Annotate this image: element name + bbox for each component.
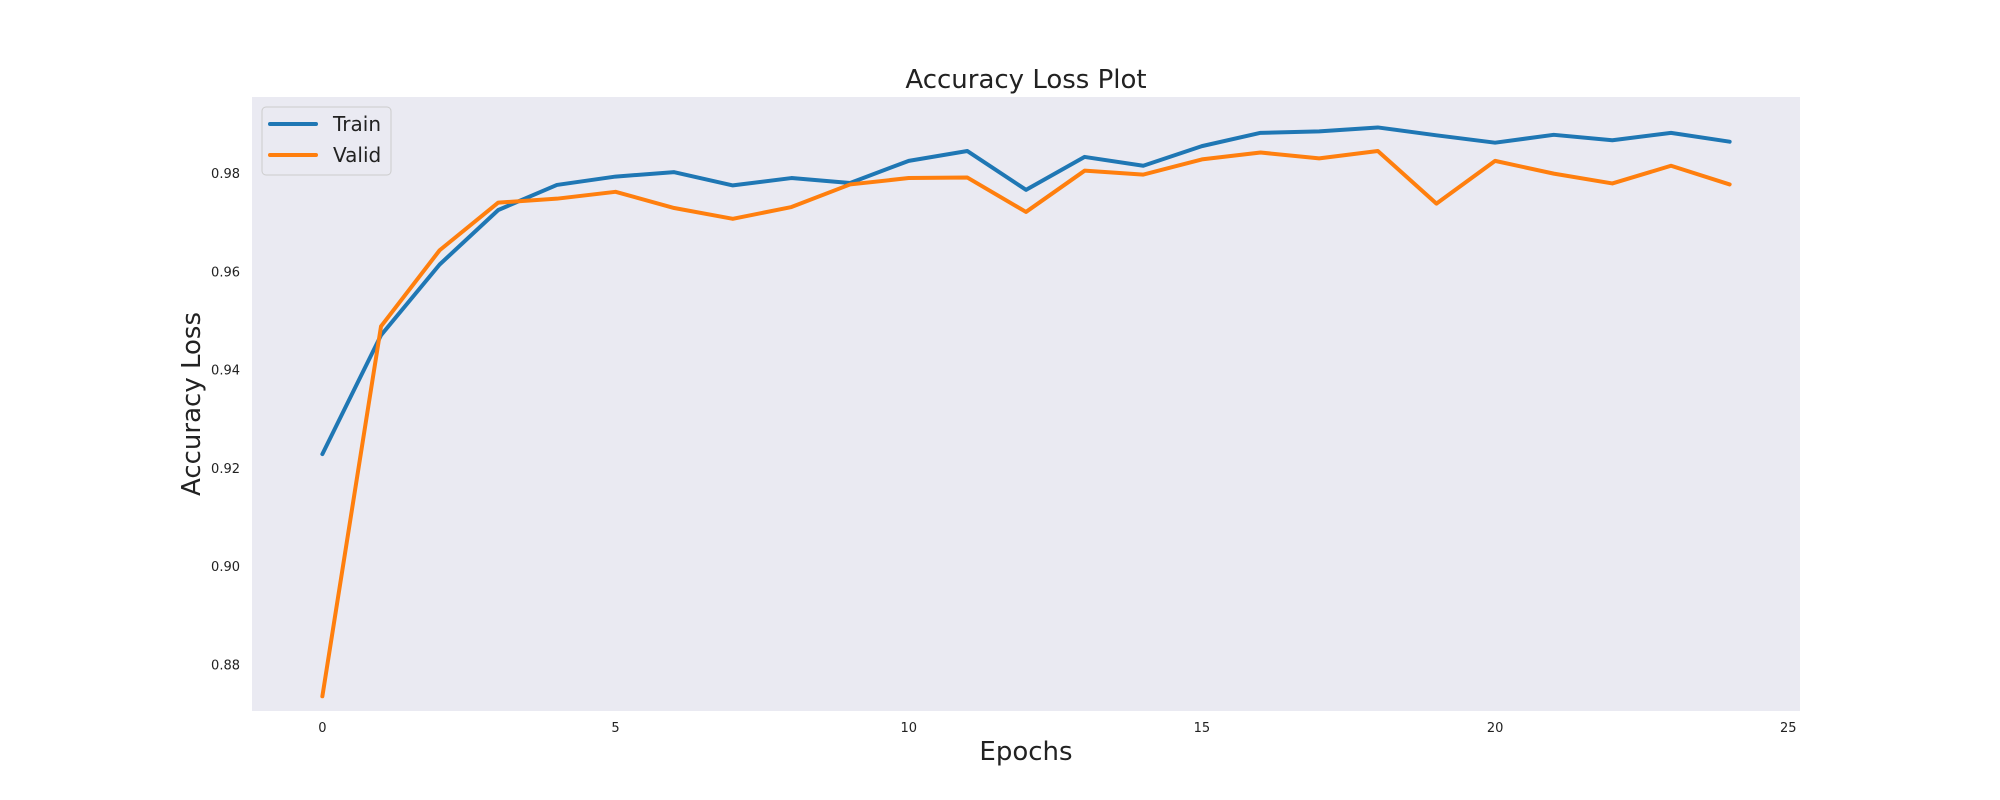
- legend-valid-label: Valid: [333, 143, 381, 167]
- x-axis-label: Epochs: [979, 737, 1072, 767]
- y-tick-label: 0.90: [211, 560, 240, 575]
- x-tick-label: 20: [1487, 721, 1504, 736]
- chart-title: Accuracy Loss Plot: [905, 65, 1146, 95]
- y-tick-label: 0.88: [211, 658, 240, 673]
- y-axis-label: Accuracy Loss: [177, 312, 207, 496]
- y-tick-label: 0.92: [211, 462, 240, 477]
- x-tick-label: 0: [318, 721, 326, 736]
- x-tick-label: 25: [1780, 721, 1797, 736]
- x-tick-labels: 0 5 10 15 20 25: [318, 721, 1796, 736]
- series-lines: [320, 125, 1732, 699]
- y-tick-labels: 0.88 0.90 0.92 0.94 0.96 0.98: [211, 167, 240, 673]
- y-tick-label: 0.96: [211, 265, 240, 280]
- x-tick-label: 15: [1194, 721, 1211, 736]
- x-tick-label: 5: [611, 721, 619, 736]
- x-tick-label: 10: [900, 721, 917, 736]
- legend: Train Valid: [261, 106, 392, 176]
- legend-train-label: Train: [332, 112, 381, 136]
- series-line-valid: [320, 149, 1732, 699]
- plot-area: [252, 97, 1800, 711]
- series-line-train: [320, 125, 1732, 457]
- y-tick-label: 0.98: [211, 167, 240, 182]
- y-tick-label: 0.94: [211, 364, 240, 379]
